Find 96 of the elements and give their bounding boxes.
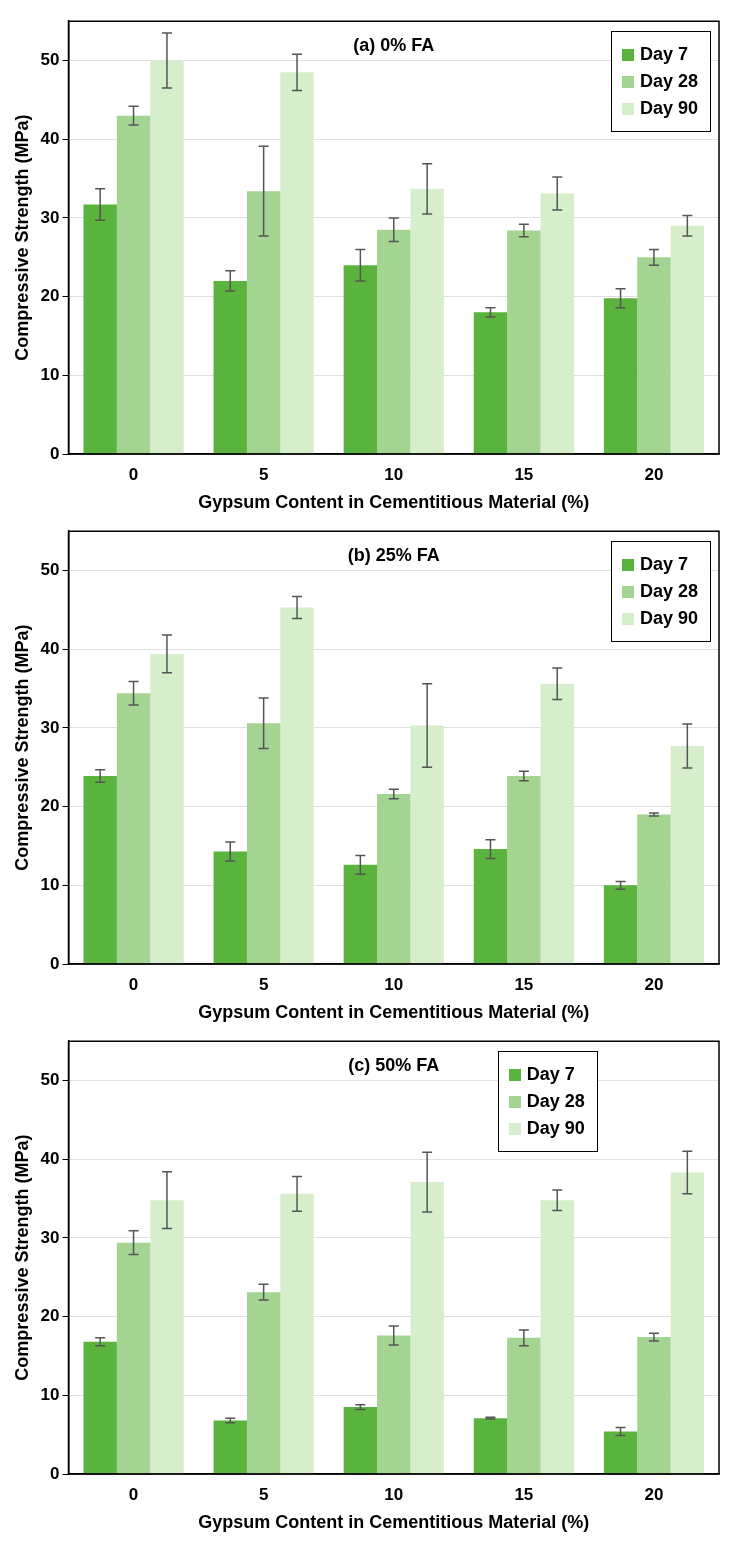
bar <box>116 693 151 964</box>
y-tick-label: 30 <box>40 717 60 737</box>
y-tick-label: 0 <box>50 443 60 463</box>
x-tick-label: 5 <box>258 974 269 994</box>
x-tick-label: 5 <box>258 464 269 484</box>
y-tick-label: 20 <box>40 796 60 816</box>
bar <box>213 851 247 964</box>
bar <box>637 1337 671 1474</box>
y-tick-label: 10 <box>40 365 60 384</box>
legend-label: Day 7 <box>639 44 688 66</box>
bar <box>377 794 411 964</box>
bar <box>410 725 444 964</box>
legend-label: Day 90 <box>639 98 698 120</box>
legend-label: Day 28 <box>639 71 698 93</box>
y-tick-label: 40 <box>40 638 60 658</box>
bar <box>410 188 444 454</box>
x-tick-label: 5 <box>258 1484 269 1504</box>
bar <box>637 814 671 964</box>
y-axis-title: Compressive Strength (MPa) <box>11 624 32 871</box>
bar <box>603 298 638 454</box>
x-tick-label: 0 <box>128 464 139 484</box>
bar <box>507 1337 541 1474</box>
bar <box>603 1431 638 1474</box>
x-tick-label: 15 <box>514 974 534 994</box>
y-tick-label: 50 <box>40 560 60 580</box>
bar <box>343 1407 378 1474</box>
bar <box>246 191 281 454</box>
y-tick-label: 10 <box>40 875 60 894</box>
text: (a) 0% FA <box>353 35 435 56</box>
bar <box>540 193 574 454</box>
bar <box>116 115 151 454</box>
bar <box>670 225 705 454</box>
legend-label: Day 28 <box>526 1091 585 1113</box>
bar <box>473 849 508 964</box>
x-tick-label: 20 <box>644 464 664 484</box>
bar <box>507 230 541 454</box>
x-tick-label: 10 <box>384 974 404 994</box>
legend-label: Day 7 <box>639 554 688 576</box>
legend-label: Day 7 <box>526 1064 575 1086</box>
x-tick-label: 20 <box>644 974 664 994</box>
y-tick-label: 20 <box>40 286 60 306</box>
bar <box>377 229 411 454</box>
x-tick-label: 15 <box>514 464 534 484</box>
bar <box>473 312 508 454</box>
x-tick-label: 20 <box>644 1484 664 1504</box>
text: (c) 50% FA <box>348 1055 440 1076</box>
bar <box>410 1182 444 1474</box>
legend-label: Day 90 <box>639 608 698 630</box>
y-tick-label: 30 <box>40 1227 60 1247</box>
bar <box>213 280 247 454</box>
bar <box>150 653 184 964</box>
y-tick-label: 50 <box>40 50 60 70</box>
y-axis-title: Compressive Strength (MPa) <box>11 1134 32 1381</box>
bar <box>507 775 541 964</box>
x-axis-title: Gypsum Content in Cementitious Material (%) <box>198 1002 590 1023</box>
bar <box>670 1172 705 1474</box>
y-tick-label: 50 <box>40 1070 60 1090</box>
x-axis-title: Gypsum Content in Cementitious Material (%) <box>198 1512 590 1533</box>
bar <box>83 775 117 964</box>
bar <box>280 72 314 454</box>
bar <box>116 1242 151 1474</box>
y-tick-label: 20 <box>40 1306 60 1326</box>
y-axis-title: Compressive Strength (MPa) <box>11 114 32 361</box>
y-tick-label: 40 <box>40 1148 60 1168</box>
y-tick-label: 0 <box>50 953 60 973</box>
bar <box>83 204 117 454</box>
text: (b) 25% FA <box>347 545 440 566</box>
bar <box>150 60 184 454</box>
x-tick-label: 0 <box>128 1484 139 1504</box>
bar <box>280 1193 314 1474</box>
legend-label: Day 90 <box>526 1118 585 1140</box>
bar <box>213 1420 247 1474</box>
bar <box>473 1418 508 1474</box>
bar <box>637 257 671 454</box>
x-tick-label: 15 <box>514 1484 534 1504</box>
bar <box>83 1341 117 1474</box>
bar <box>280 607 314 964</box>
bar <box>246 1292 281 1474</box>
x-tick-label: 0 <box>128 974 139 994</box>
bar <box>603 885 638 964</box>
bar <box>343 265 378 454</box>
bar <box>670 746 705 964</box>
x-tick-label: 10 <box>384 1484 404 1504</box>
x-tick-label: 10 <box>384 464 404 484</box>
y-tick-label: 40 <box>40 128 60 148</box>
bar <box>343 864 378 964</box>
bar <box>540 683 574 964</box>
legend-label: Day 28 <box>639 581 698 603</box>
bar <box>246 723 281 964</box>
bar <box>377 1335 411 1474</box>
bar <box>540 1200 574 1474</box>
y-tick-label: 10 <box>40 1385 60 1404</box>
bar <box>150 1200 184 1474</box>
y-tick-label: 0 <box>50 1463 60 1483</box>
x-axis-title: Gypsum Content in Cementitious Material (%) <box>198 492 590 513</box>
y-tick-label: 30 <box>40 207 60 227</box>
